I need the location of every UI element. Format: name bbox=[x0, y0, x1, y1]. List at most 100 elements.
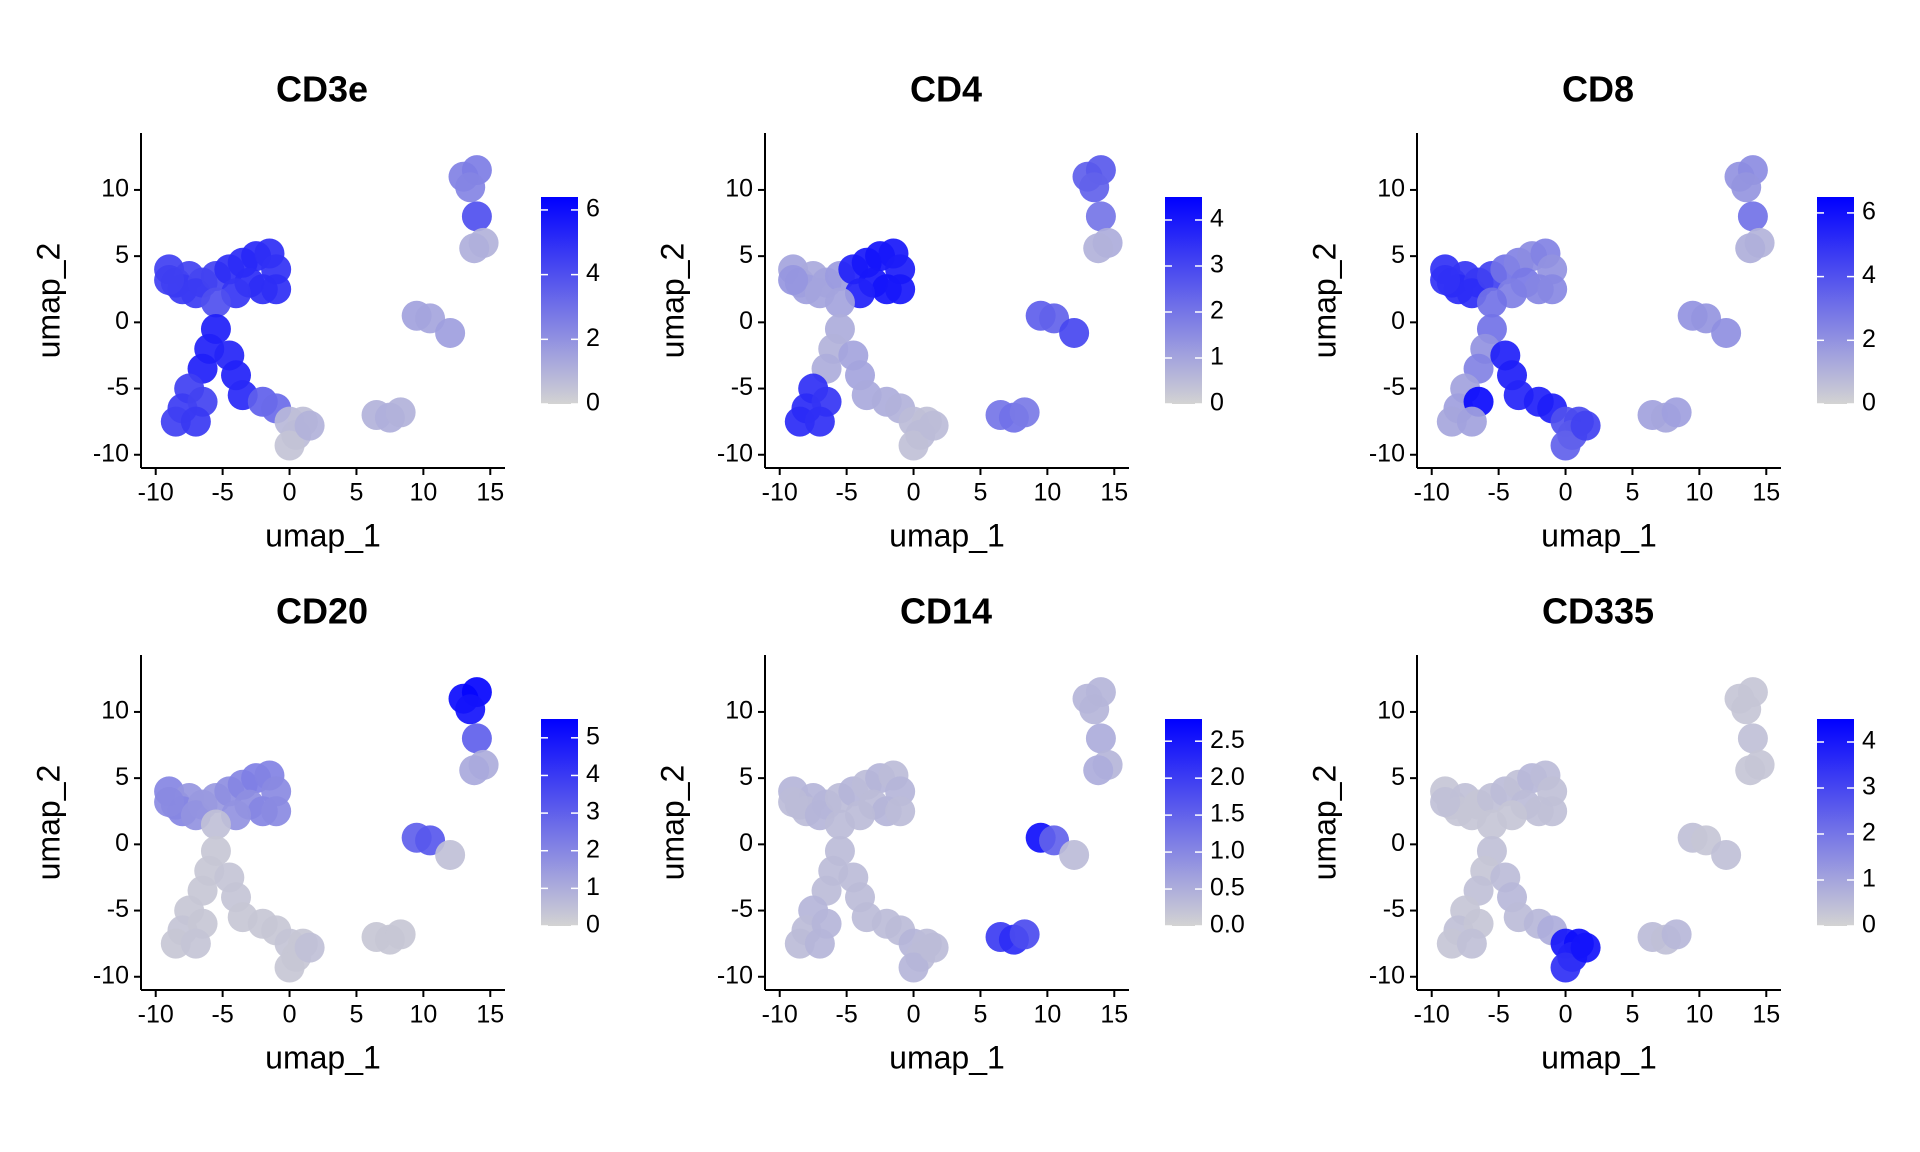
cell-point bbox=[294, 932, 325, 963]
x-tick-label: -10 bbox=[138, 479, 174, 507]
x-tick-label: 15 bbox=[1752, 1001, 1780, 1029]
colorbar-tick-label: 2.5 bbox=[1210, 726, 1245, 754]
x-tick-label: 10 bbox=[1685, 479, 1713, 507]
cell-point bbox=[1661, 397, 1692, 428]
y-axis-label: umap_2 bbox=[1306, 243, 1342, 359]
colorbar-tick-label: 2 bbox=[1862, 325, 1876, 353]
cell-point bbox=[1079, 694, 1110, 725]
cell-point bbox=[435, 839, 466, 870]
cell-point bbox=[1735, 755, 1766, 786]
cell-point bbox=[274, 952, 305, 983]
y-tick-label: -5 bbox=[731, 895, 753, 923]
cell-point bbox=[778, 786, 809, 817]
cell-point bbox=[804, 406, 835, 437]
cell-point bbox=[1476, 287, 1507, 318]
colorbar-tick-label: 1.5 bbox=[1210, 800, 1245, 828]
x-tick-label: 5 bbox=[350, 479, 364, 507]
y-tick-label: 0 bbox=[1391, 307, 1405, 335]
colorbar-tick-label: 2 bbox=[586, 835, 600, 863]
colorbar bbox=[1165, 197, 1202, 404]
y-tick-label: -5 bbox=[1383, 373, 1405, 401]
x-tick-label: -10 bbox=[138, 1001, 174, 1029]
cell-point bbox=[385, 397, 416, 428]
y-tick-label: -5 bbox=[107, 373, 129, 401]
cell-point bbox=[1550, 952, 1581, 983]
x-axis-label: umap_1 bbox=[1541, 517, 1657, 553]
colorbar-tick-label: 1.0 bbox=[1210, 837, 1245, 865]
panel-title: CD8 bbox=[1562, 69, 1634, 110]
x-axis-label: umap_1 bbox=[889, 517, 1005, 553]
y-tick-label: -5 bbox=[1383, 895, 1405, 923]
y-tick-label: -10 bbox=[717, 439, 753, 467]
colorbar-tick-label: 3 bbox=[1210, 251, 1224, 279]
colorbar-tick-label: 0 bbox=[1862, 911, 1876, 939]
colorbar-tick-label: 0 bbox=[586, 911, 600, 939]
x-axis-label: umap_1 bbox=[1541, 1039, 1657, 1075]
cell-point bbox=[778, 264, 809, 295]
colorbar-tick-label: 6 bbox=[586, 195, 600, 223]
cell-point bbox=[180, 406, 211, 437]
x-tick-label: 0 bbox=[283, 1001, 297, 1029]
colorbar-tick-label: 2 bbox=[1862, 819, 1876, 847]
cell-point bbox=[1537, 274, 1568, 305]
y-tick-label: 5 bbox=[739, 763, 753, 791]
y-tick-label: -5 bbox=[107, 895, 129, 923]
panel-title: CD4 bbox=[910, 69, 982, 110]
cell-point bbox=[1550, 430, 1581, 461]
x-tick-label: 15 bbox=[476, 1001, 504, 1029]
x-tick-label: 0 bbox=[907, 479, 921, 507]
colorbar-tick-label: 4 bbox=[1862, 261, 1876, 289]
colorbar-tick-label: 4 bbox=[1210, 205, 1224, 233]
colorbar-tick-label: 0 bbox=[1210, 389, 1224, 417]
x-tick-label: 5 bbox=[974, 479, 988, 507]
colorbar-tick-label: 0 bbox=[586, 389, 600, 417]
cell-point bbox=[1009, 397, 1040, 428]
y-tick-label: 0 bbox=[1391, 829, 1405, 857]
cell-point bbox=[1737, 201, 1768, 232]
panel: CD8 -10 -5 0 5 10 15 -10 -5 0 5 10 umap_1 umap_2 0 2 4 6 bbox=[1306, 69, 1876, 554]
x-tick-label: 15 bbox=[476, 479, 504, 507]
y-tick-label: 5 bbox=[115, 241, 129, 269]
y-tick-label: -10 bbox=[93, 439, 129, 467]
colorbar bbox=[1165, 719, 1202, 926]
y-tick-label: 10 bbox=[1377, 697, 1405, 725]
cell-point bbox=[200, 809, 231, 840]
cell-point bbox=[1456, 406, 1487, 437]
colorbar-tick-label: 5 bbox=[586, 722, 600, 750]
panel: CD3e -10 -5 0 5 10 15 -10 -5 0 5 10 umap_1 umap_2 0 2 4 6 bbox=[30, 69, 600, 554]
x-tick-label: -5 bbox=[212, 479, 234, 507]
colorbar-tick-label: 1 bbox=[1210, 343, 1224, 371]
cell-point bbox=[1083, 233, 1114, 264]
y-tick-label: 10 bbox=[101, 697, 129, 725]
cell-point bbox=[1537, 796, 1568, 827]
x-tick-label: 0 bbox=[1559, 1001, 1573, 1029]
x-tick-label: -5 bbox=[1488, 479, 1510, 507]
cell-point bbox=[918, 410, 949, 441]
panel-title: CD14 bbox=[900, 591, 992, 632]
y-tick-label: 0 bbox=[739, 829, 753, 857]
x-tick-label: -5 bbox=[1488, 1001, 1510, 1029]
cell-point bbox=[261, 274, 292, 305]
x-tick-label: 10 bbox=[409, 479, 437, 507]
cell-point bbox=[154, 786, 185, 817]
cell-point bbox=[1661, 919, 1692, 950]
y-tick-label: -10 bbox=[717, 961, 753, 989]
x-tick-label: 5 bbox=[974, 1001, 988, 1029]
cell-point bbox=[1476, 809, 1507, 840]
cell-point bbox=[461, 723, 492, 754]
x-tick-label: 10 bbox=[409, 1001, 437, 1029]
panel: CD335 -10 -5 0 5 10 15 -10 -5 0 5 10 umap_1 umap_2 0 1 2… bbox=[1306, 591, 1876, 1076]
cell-point bbox=[385, 919, 416, 950]
cell-point bbox=[1570, 410, 1601, 441]
y-tick-label: 0 bbox=[115, 829, 129, 857]
colorbar-tick-label: 0.0 bbox=[1210, 911, 1245, 939]
colorbar-tick-label: 2 bbox=[1210, 297, 1224, 325]
panel: CD20 -10 -5 0 5 10 15 -10 -5 0 5 10 umap_1 umap_2 0 1 2 3… bbox=[30, 591, 600, 1076]
colorbar-tick-label: 1 bbox=[586, 873, 600, 901]
y-tick-label: 5 bbox=[1391, 763, 1405, 791]
panel-title: CD3e bbox=[276, 69, 368, 110]
panel: CD4 -10 -5 0 5 10 15 -10 -5 0 5 10 umap_1 umap_2 0 1 2 3 4 bbox=[654, 69, 1224, 554]
colorbar-tick-label: 6 bbox=[1862, 198, 1876, 226]
x-tick-label: -10 bbox=[1414, 1001, 1450, 1029]
